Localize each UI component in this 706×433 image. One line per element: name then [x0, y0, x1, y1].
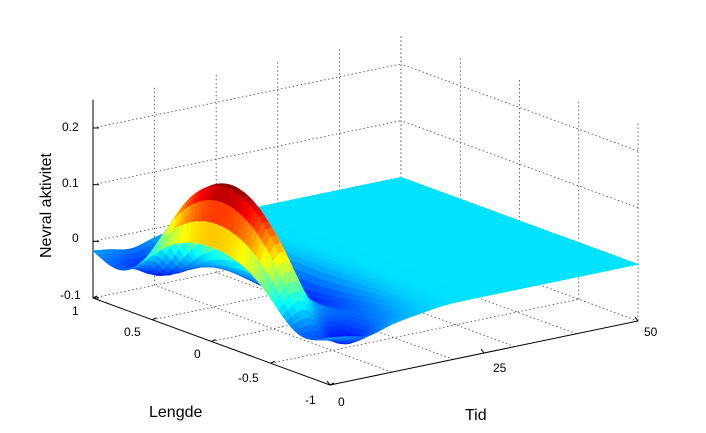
x-axis-label: Tid	[465, 407, 487, 424]
y-tick-label: 0.5	[124, 325, 141, 339]
axes	[92, 99, 639, 386]
x-tick-mark	[634, 316, 639, 322]
x-tick-mark	[480, 348, 485, 354]
grid-line	[270, 298, 579, 364]
y-tick-label: -0.5	[238, 371, 259, 385]
y-tick-label: 0	[194, 347, 201, 361]
z-tick-label: 0.1	[62, 176, 79, 190]
z-tick-label: 0.2	[62, 120, 79, 134]
y-tick-mark	[270, 360, 275, 364]
x-tick-label: 50	[644, 325, 658, 339]
z-axis-label: Nevral aktivitet	[38, 153, 55, 258]
grid-line	[92, 120, 402, 186]
y-axis-label: Lengde	[149, 404, 202, 421]
x-tick-label: 0	[338, 395, 345, 409]
z-tick-label: 0	[72, 231, 79, 245]
grid-line	[92, 63, 402, 129]
y-tick-label: 1	[72, 304, 79, 318]
grid-line	[400, 63, 639, 152]
y-tick-mark	[152, 317, 157, 321]
y-tick-mark	[211, 339, 216, 342]
y-tick-mark	[92, 295, 98, 299]
z-tick-label: -0.1	[60, 288, 81, 302]
x-tick-mark	[326, 380, 331, 386]
x-tick-label: 25	[493, 361, 507, 375]
surface	[92, 176, 640, 345]
y-tick-label: -1	[305, 393, 316, 407]
y-tick-mark	[329, 382, 335, 386]
